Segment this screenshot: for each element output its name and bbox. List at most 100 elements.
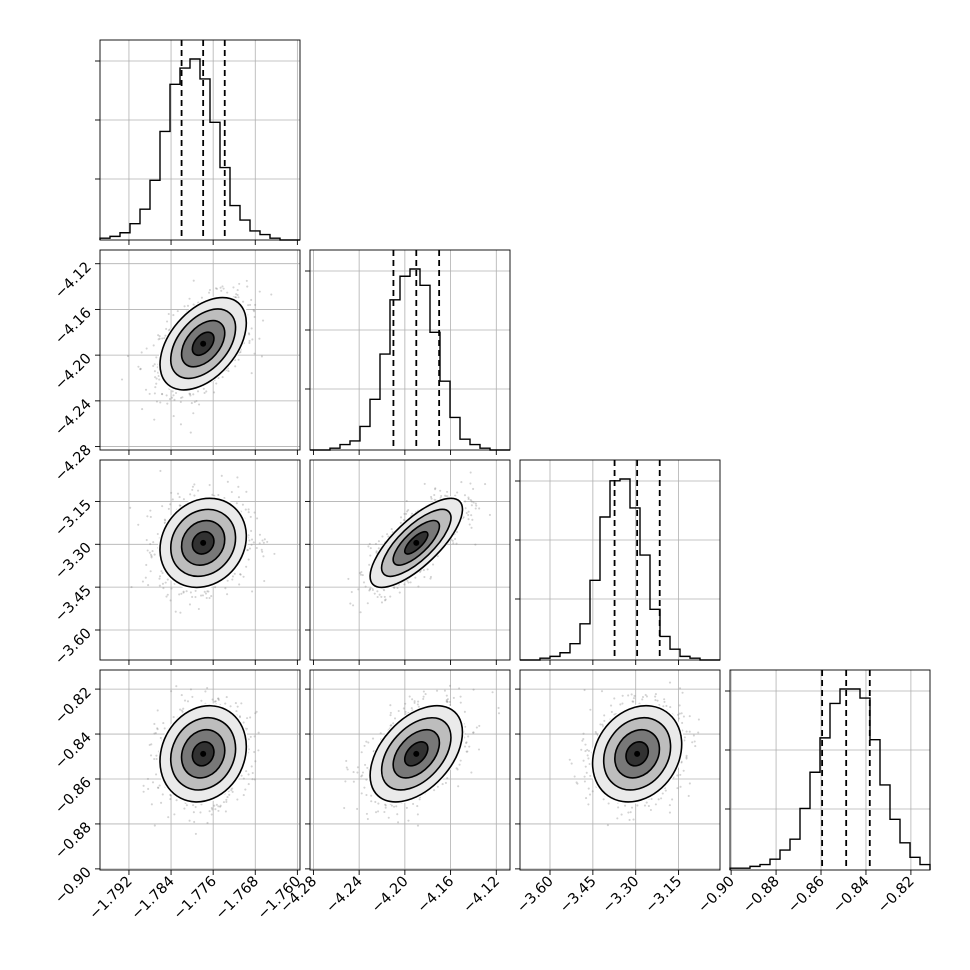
scatter-point [249,515,252,518]
scatter-point [175,799,178,802]
scatter-point [464,507,467,510]
scatter-point [384,806,387,809]
scatter-point [433,494,436,497]
histogram-panel-0 [95,39,301,245]
scatter-point [193,400,196,404]
scatter-point [409,581,412,584]
scatter-point [253,511,256,514]
scatter-point [249,735,252,738]
scatter-point [246,285,249,288]
scatter-point [150,803,153,806]
scatter-point [253,315,256,319]
histogram-series-2 [520,478,720,661]
scatter-point [474,507,477,510]
scatter-point [254,712,257,715]
scatter-point [250,298,253,302]
scatter-point [169,503,172,506]
scatter-point [165,394,168,397]
scatter-point [210,595,213,598]
scatter-point [189,394,192,397]
scatter-point [422,569,425,572]
scatter-point [146,777,149,780]
scatter-point [383,595,386,598]
scatter-point [149,553,153,556]
scatter-point [140,351,143,354]
scatter-point [455,542,458,545]
scatter-point [497,706,500,709]
scatter-point [215,803,218,806]
scatter-point [214,586,217,589]
scatter-point [452,542,455,545]
scatter-point [186,304,190,307]
scatter-point [242,575,245,578]
scatter-point [226,796,229,799]
scatter-point [178,593,181,596]
scatter-point [457,785,460,788]
scatter-point [230,789,233,792]
scatter-point [399,521,402,524]
scatter-point [225,800,228,803]
scatter-point [229,705,232,708]
scatter-point [422,690,425,693]
scatter-point [369,587,372,590]
density-peak [200,539,207,546]
scatter-point [180,709,183,712]
scatter-point [153,553,156,556]
scatter-point [179,400,182,404]
scatter-point [423,482,426,485]
scatter-point [191,488,194,491]
scatter-point [365,778,368,781]
scatter-point [149,543,152,546]
scatter-point [196,390,200,393]
scatter-point [149,509,152,512]
scatter-point [250,529,253,533]
scatter-point [183,699,187,702]
scatter-point [166,402,169,405]
scatter-point [190,402,193,405]
scatter-point [130,586,133,589]
scatter-point [241,503,244,506]
scatter-point [220,474,223,477]
scatter-point [191,695,194,698]
scatter-point [380,595,383,598]
scatter-point [170,587,173,590]
scatter-point [225,696,228,699]
scatter-point [247,511,250,514]
scatter-point [235,293,238,296]
scatter-point [253,750,256,754]
scatter-point [446,490,449,493]
scatter-point [152,364,155,368]
scatter-point [433,789,436,792]
scatter-point [251,772,254,775]
scatter-point [369,547,372,550]
scatter-point [182,591,185,594]
scatter-point [472,487,475,490]
scatter-point [179,611,182,614]
scatter-point [368,563,371,566]
scatter-point [226,579,229,582]
scatter-point [377,540,380,543]
scatter-point [386,533,389,536]
scatter-point [181,396,184,399]
scatter-point [222,801,225,804]
scatter-point [165,595,168,598]
scatter-point [166,593,169,596]
scatter-point [239,573,242,576]
scatter-point [155,773,158,776]
scatter-point [174,391,178,395]
density-peak [200,340,207,347]
scatter-point [399,516,403,519]
scatter-point [155,757,158,761]
scatter-point [152,344,155,347]
scatter-point [141,580,144,583]
scatter-point [161,793,164,796]
scatter-point [389,595,392,598]
scatter-point [248,339,251,343]
scatter-point [197,607,200,611]
scatter-point [251,338,254,341]
scatter-point [161,571,164,575]
histogram-panel-3 [725,669,931,875]
scatter-point [467,513,470,517]
scatter-point [234,365,237,368]
scatter-point [250,327,253,330]
